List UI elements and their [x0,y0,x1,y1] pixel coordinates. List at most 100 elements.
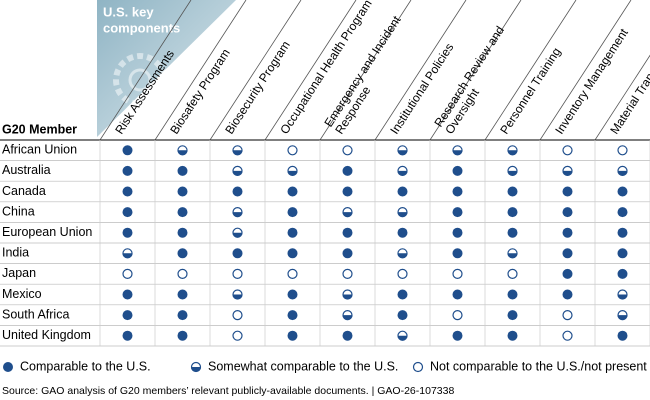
rating-symbol [122,186,133,197]
circle-outline [232,310,243,321]
full-circle [507,289,518,300]
half-fill [507,150,518,156]
circle-outline [562,310,573,321]
rating-symbol [617,248,628,259]
rating-symbol [397,227,408,238]
rating-symbol [507,310,518,321]
rating-symbol [562,186,573,197]
rating-symbol [122,330,133,341]
half-fill [232,232,243,238]
rating-symbol [122,145,133,156]
circle-outline [617,145,628,156]
rating-symbol [412,361,424,373]
header-divider [594,54,650,140]
circle-outline [562,145,573,156]
rating-symbol [122,207,133,218]
rating-symbol [287,330,298,341]
rating-symbol [177,227,188,238]
rating-symbol [397,145,408,156]
full-circle [122,289,133,300]
rating-symbol [122,165,133,176]
half-fill [452,150,463,156]
row-label: African Union [2,143,77,157]
rating-symbol [507,145,518,156]
full-circle [232,248,243,259]
full-circle [122,227,133,238]
corner-label: U.S. key [103,4,154,19]
full-circle [122,186,133,197]
half-fill [617,170,628,176]
full-circle [342,165,353,176]
row-label: Japan [2,266,36,280]
rating-symbol [562,145,573,156]
rating-symbol [617,330,628,341]
rating-symbol [287,268,298,279]
rating-symbol [232,165,243,176]
rating-symbol [397,207,408,218]
full-circle [452,289,463,300]
rating-symbol [452,227,463,238]
rating-symbol [342,165,353,176]
circle-outline [452,310,463,321]
rating-symbol [507,186,518,197]
legend-label: Not comparable to the U.S./not present [430,359,647,373]
rating-symbol [452,207,463,218]
full-circle [452,330,463,341]
rating-symbol [342,268,353,279]
full-circle [562,268,573,279]
rating-symbol [177,248,188,259]
rating-symbol [617,145,628,156]
rating-symbol [562,330,573,341]
full-circle [397,227,408,238]
legend-label: Somewhat comparable to the U.S. [208,359,398,373]
rating-symbol [177,330,188,341]
rating-symbol [342,289,353,300]
rating-symbol [397,165,408,176]
full-circle [287,330,298,341]
full-circle [287,207,298,218]
rating-symbol [287,310,298,321]
rating-symbol [617,227,628,238]
circle-outline [412,361,424,373]
full-circle [232,186,243,197]
full-circle [177,207,188,218]
rating-symbol [122,289,133,300]
half-fill [342,212,353,218]
half-fill [617,294,628,300]
rating-symbol [232,268,243,279]
rating-symbol [562,207,573,218]
rating-symbol [122,268,133,279]
header-divider [209,0,302,140]
circle-outline [232,268,243,279]
circle-outline [342,145,353,156]
half-fill [232,212,243,218]
rating-symbol [397,289,408,300]
full-circle [287,310,298,321]
full-circle [122,145,133,156]
full-circle [562,248,573,259]
half-fill [342,315,353,321]
full-circle [617,207,628,218]
full-circle [177,248,188,259]
rating-symbol [452,330,463,341]
header-divider [99,0,192,140]
rating-symbol [617,207,628,218]
rating-symbol [452,248,463,259]
full-circle [342,227,353,238]
rating-symbol [507,207,518,218]
circle-outline [122,268,133,279]
half-fill [232,150,243,156]
full-circle [397,186,408,197]
rating-symbol [122,310,133,321]
full-circle [452,227,463,238]
rating-symbol [452,186,463,197]
full-circle [617,330,628,341]
rating-symbol [177,268,188,279]
row-label: South Africa [2,307,69,321]
full-circle [177,310,188,321]
full-circle [177,227,188,238]
full-circle [507,207,518,218]
legend-label: Comparable to the U.S. [20,359,151,373]
header-divider [154,0,247,140]
